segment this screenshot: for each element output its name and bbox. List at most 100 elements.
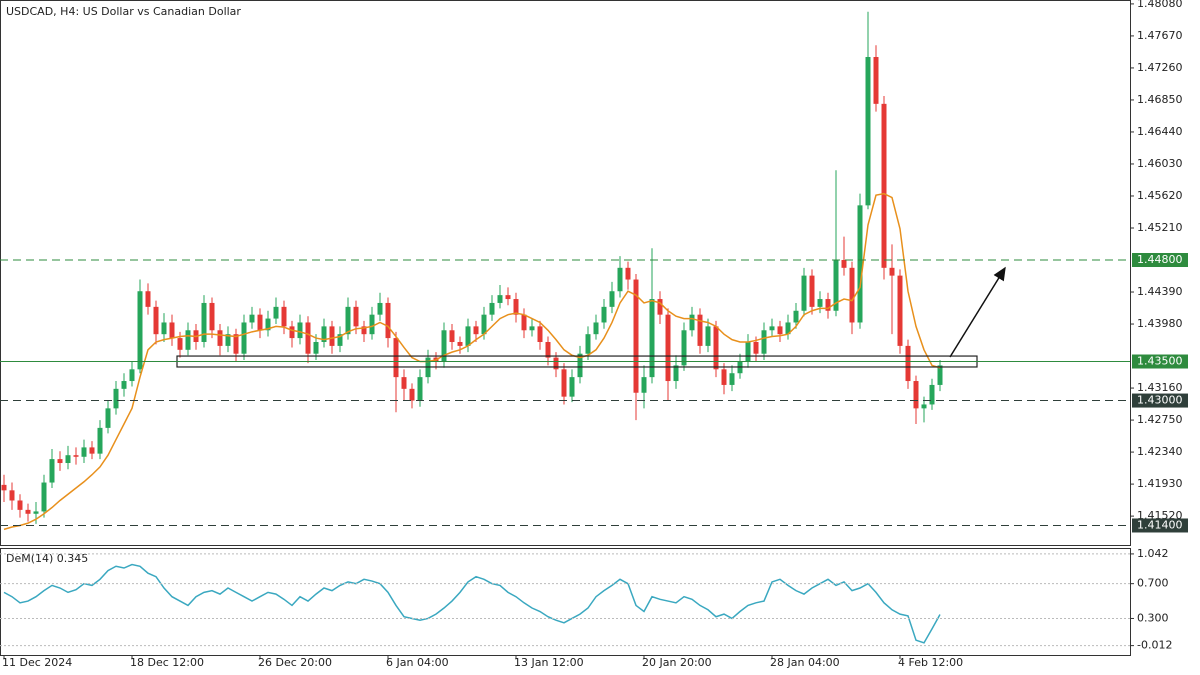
candle-body — [545, 341, 551, 358]
candle-body — [297, 322, 303, 339]
candle-body — [785, 322, 791, 335]
candle-body — [441, 330, 447, 362]
candle-body — [633, 279, 639, 393]
candle-body — [273, 306, 279, 319]
candle-body — [97, 427, 103, 454]
candle-body — [937, 365, 943, 385]
candle-body — [721, 369, 727, 385]
candle-body — [289, 326, 295, 339]
candle-body — [209, 302, 215, 331]
candle-body — [681, 330, 687, 366]
candle-body — [401, 377, 407, 389]
candle-body — [569, 377, 575, 397]
candle-body — [33, 511, 39, 514]
arrow — [949, 266, 1006, 358]
candle-body — [57, 459, 63, 464]
candle-body — [281, 306, 287, 327]
candle-body — [233, 334, 239, 354]
y-tick-label: 1.45210 — [1137, 221, 1183, 234]
candle-body — [161, 322, 167, 335]
candle-body — [145, 291, 151, 307]
candle-body — [537, 326, 543, 342]
candle-body — [81, 447, 87, 457]
candle-body — [745, 341, 751, 362]
y-tick-label: 0.700 — [1137, 577, 1169, 590]
candle-body — [793, 310, 799, 323]
candle-body — [777, 326, 783, 335]
y-tick-label: 1.41930 — [1137, 477, 1183, 490]
candle-body — [1, 484, 7, 491]
candle-body — [241, 322, 247, 354]
level-label: 1.41400 — [1137, 518, 1183, 531]
candle-body — [105, 408, 111, 428]
candle-body — [169, 322, 175, 339]
candle-body — [705, 326, 711, 346]
candle-body — [641, 377, 647, 393]
candle-body — [585, 334, 591, 354]
candle-body — [529, 326, 535, 331]
candle-body — [217, 330, 223, 346]
candle-body — [257, 314, 263, 331]
y-tick-label: 1.47670 — [1137, 29, 1183, 42]
candle-body — [889, 267, 895, 276]
candle-body — [857, 205, 863, 323]
x-tick-label: 28 Jan 04:00 — [770, 656, 840, 669]
candle-body — [617, 267, 623, 292]
y-tick-label: 1.46850 — [1137, 93, 1183, 106]
level-label: 1.43000 — [1137, 394, 1183, 407]
candle-body — [177, 338, 183, 350]
candle-body — [353, 306, 359, 327]
candle-body — [49, 459, 55, 483]
candle-body — [153, 306, 159, 335]
candle-body — [201, 302, 207, 342]
level-label-box — [1132, 518, 1188, 533]
candle-body — [41, 482, 47, 512]
candle-body — [393, 338, 399, 378]
candle-body — [865, 56, 871, 206]
candle-body — [801, 275, 807, 311]
y-tick-label: 1.42340 — [1137, 445, 1183, 458]
candle-body — [225, 334, 231, 346]
candle-body — [497, 295, 503, 303]
dem-line — [3, 563, 941, 644]
candle-body — [625, 267, 631, 280]
candle-body — [377, 302, 383, 315]
candle-body — [561, 369, 567, 397]
y-tick-label: 1.45620 — [1137, 189, 1183, 202]
level-label-box — [1132, 253, 1188, 268]
candle-body — [121, 381, 127, 389]
plot — [1, 11, 943, 644]
candle-body — [761, 330, 767, 354]
candle-body — [881, 103, 887, 268]
candle-body — [769, 326, 775, 331]
candle-body — [849, 267, 855, 323]
candle-body — [593, 322, 599, 335]
candle-body — [129, 369, 135, 382]
indicator-panel — [0, 548, 1131, 656]
candle-body — [361, 326, 367, 335]
candle-body — [73, 455, 79, 457]
candle-body — [249, 314, 255, 323]
x-tick-label: 6 Jan 04:00 — [386, 656, 449, 669]
level-label-box — [1132, 354, 1188, 369]
candle-body — [897, 275, 903, 346]
candle-body — [521, 314, 527, 331]
candle-body — [665, 314, 671, 382]
level-label: 1.44800 — [1137, 253, 1183, 266]
candle-body — [457, 341, 463, 346]
y-tick-label: 1.42750 — [1137, 413, 1183, 426]
x-tick-label: 20 Jan 20:00 — [642, 656, 712, 669]
candle-body — [369, 314, 375, 335]
candle-body — [753, 341, 759, 354]
x-tick-label: 13 Jan 12:00 — [514, 656, 584, 669]
x-tick-label: 26 Dec 20:00 — [258, 656, 332, 669]
y-tick-label: 1.43980 — [1137, 317, 1183, 330]
moving-average — [3, 192, 941, 531]
y-tick-label: 1.46440 — [1137, 125, 1183, 138]
candle-body — [185, 330, 191, 350]
candle-body — [505, 295, 511, 300]
candle-body — [65, 455, 71, 464]
x-tick-label: 4 Feb 12:00 — [898, 656, 963, 669]
